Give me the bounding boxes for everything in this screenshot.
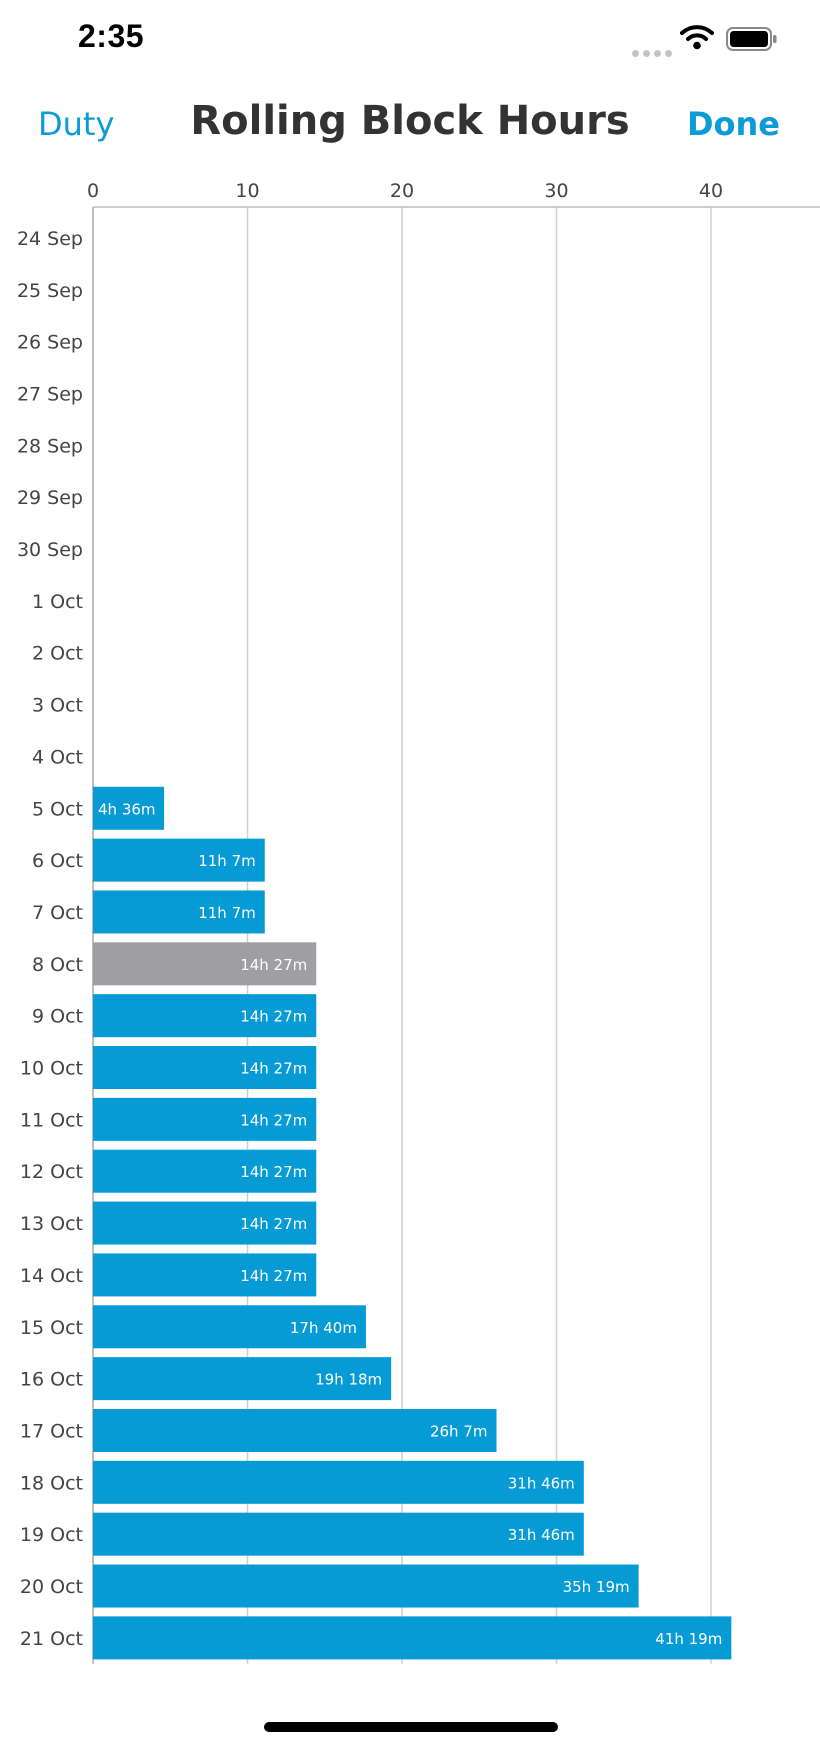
x-tick-label: 0 <box>87 180 99 202</box>
bar-value-label: 11h 7m <box>198 852 256 870</box>
y-tick-label: 10 Oct <box>20 1058 83 1080</box>
bar-value-label: 26h 7m <box>430 1422 488 1440</box>
bar-value-label: 14h 27m <box>240 956 307 974</box>
status-time: 2:35 <box>78 18 145 54</box>
bar <box>93 942 317 986</box>
y-tick-label: 27 Sep <box>17 383 83 405</box>
y-tick-label: 16 Oct <box>20 1369 83 1391</box>
bar-value-label: 14h 27m <box>240 1267 307 1285</box>
y-tick-label: 7 Oct <box>32 902 83 924</box>
bar <box>93 838 265 882</box>
bar <box>93 1357 392 1401</box>
bar <box>93 1201 317 1245</box>
duty-button[interactable]: Duty <box>38 105 115 143</box>
y-tick-label: 28 Sep <box>17 435 83 457</box>
y-tick-label: 14 Oct <box>20 1265 83 1287</box>
bar-value-label: 14h 27m <box>240 1060 307 1078</box>
bar-value-label: 41h 19m <box>655 1630 722 1648</box>
y-tick-label: 13 Oct <box>20 1213 83 1235</box>
bar <box>93 1097 317 1141</box>
bar-value-label: 14h 27m <box>240 1215 307 1233</box>
y-tick-label: 29 Sep <box>17 487 83 509</box>
bar <box>93 1253 317 1297</box>
battery-icon <box>726 27 777 51</box>
bar <box>93 1149 317 1193</box>
y-tick-label: 20 Oct <box>20 1576 83 1598</box>
rolling-block-hours-chart: 0 10 20 30 40 24 Sep 25 Sep 26 Sep 27 Sep 28 Sep 2… <box>17 180 820 1664</box>
bar <box>93 994 317 1038</box>
y-tick-label: 4 Oct <box>32 746 83 768</box>
bar-value-label: 19h 18m <box>315 1371 382 1389</box>
done-button[interactable]: Done <box>686 105 780 143</box>
status-bar: 2:35 <box>0 0 820 80</box>
bar-value-label: 17h 40m <box>290 1319 357 1337</box>
y-tick-label: 15 Oct <box>20 1317 83 1339</box>
y-tick-label: 5 Oct <box>32 798 83 820</box>
bar <box>93 1616 732 1660</box>
navigation-bar: Duty Rolling Block Hours Done <box>0 80 820 160</box>
bar-value-label: 14h 27m <box>240 1008 307 1026</box>
y-tick-label: 1 Oct <box>32 591 83 613</box>
y-tick-label: 19 Oct <box>20 1524 83 1546</box>
y-tick-label: 11 Oct <box>20 1109 83 1131</box>
bar-value-label: 14h 27m <box>240 1163 307 1181</box>
y-tick-label: 2 Oct <box>32 643 83 665</box>
bar <box>93 1512 584 1556</box>
x-tick-label: 40 <box>699 180 723 202</box>
y-tick-label: 18 Oct <box>20 1472 83 1494</box>
home-indicator <box>264 1722 558 1732</box>
cellular-signal-icon <box>632 42 676 61</box>
bar <box>93 786 165 830</box>
y-tick-label: 24 Sep <box>17 228 83 250</box>
bar <box>93 1408 497 1452</box>
bar-value-label: 31h 46m <box>508 1474 575 1492</box>
page-title: Rolling Block Hours <box>190 98 630 144</box>
y-tick-label: 25 Sep <box>17 280 83 302</box>
bar <box>93 1460 584 1504</box>
wifi-icon <box>680 25 714 50</box>
bar <box>93 1564 639 1608</box>
x-tick-label: 20 <box>390 180 414 202</box>
bar-value-label: 11h 7m <box>198 904 256 922</box>
y-tick-label: 3 Oct <box>32 695 83 717</box>
bar <box>93 890 265 934</box>
y-tick-label: 6 Oct <box>32 850 83 872</box>
x-tick-label: 10 <box>235 180 259 202</box>
x-tick-label: 30 <box>544 180 568 202</box>
bar-value-label: 4h 36m <box>98 800 156 818</box>
y-tick-label: 30 Sep <box>17 539 83 561</box>
bar-value-label: 14h 27m <box>240 1111 307 1129</box>
y-tick-label: 9 Oct <box>32 1006 83 1028</box>
y-tick-label: 26 Sep <box>17 332 83 354</box>
bar-value-label: 35h 19m <box>563 1578 630 1596</box>
y-tick-label: 12 Oct <box>20 1161 83 1183</box>
y-tick-label: 17 Oct <box>20 1420 83 1442</box>
y-tick-label: 8 Oct <box>32 954 83 976</box>
bar-value-label: 31h 46m <box>508 1526 575 1544</box>
bar <box>93 1305 366 1349</box>
y-tick-label: 21 Oct <box>20 1628 83 1650</box>
bar <box>93 1046 317 1090</box>
